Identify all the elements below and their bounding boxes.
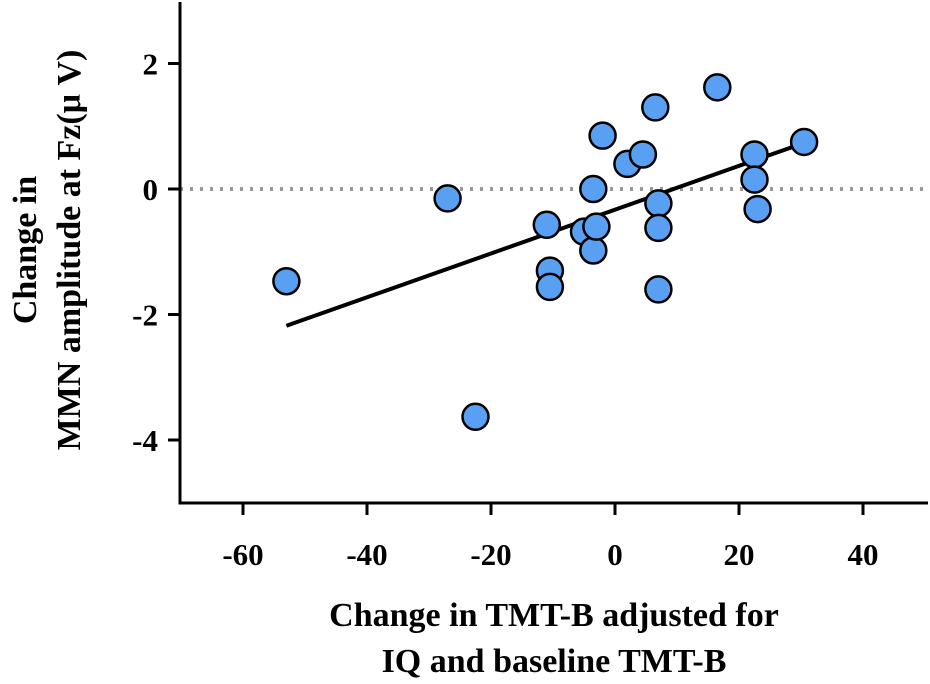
x-tick-label: -40 (346, 537, 387, 572)
data-point-10 (582, 212, 611, 241)
tick-labels-layer: -4-202-60 -40 -20 0 20 40 (132, 47, 878, 573)
data-point-22 (789, 127, 819, 157)
data-points-layer (272, 73, 819, 432)
x-tick-label: 0 (607, 537, 623, 572)
x-tick-label: 20 (724, 537, 755, 572)
data-point-15 (644, 189, 673, 218)
data-point-9 (579, 174, 608, 204)
data-point-1 (272, 266, 301, 296)
data-point-13 (628, 140, 658, 169)
y-axis-title-line-2: MMN amplitude at Fz(μ V) (51, 50, 88, 451)
data-point-21 (743, 194, 772, 224)
data-point-19 (740, 140, 769, 169)
y-axis-title-line-1: Change in (7, 176, 44, 324)
y-tick-label: 0 (143, 172, 159, 207)
x-tick-label: -60 (222, 537, 263, 572)
data-point-3 (461, 402, 490, 432)
x-tick-label: -20 (470, 537, 511, 572)
y-tick-label: -2 (132, 298, 158, 333)
data-point-17 (644, 275, 673, 304)
y-tick-label: 2 (143, 47, 159, 82)
data-point-14 (641, 93, 670, 122)
data-point-2 (433, 184, 462, 213)
data-point-4 (532, 210, 562, 240)
y-tick-label: -4 (132, 423, 158, 458)
data-point-20 (740, 165, 769, 194)
x-axis-title-line-1: Change in TMT-B adjusted for (329, 597, 779, 634)
x-tick-label: 40 (848, 537, 879, 572)
axes-layer (168, 2, 928, 515)
data-point-8 (579, 236, 608, 265)
data-point-16 (644, 213, 673, 243)
data-point-18 (703, 73, 732, 102)
data-point-11 (588, 121, 617, 150)
x-axis-title-line-2: IQ and baseline TMT-B (382, 643, 727, 680)
data-point-6 (535, 272, 565, 302)
